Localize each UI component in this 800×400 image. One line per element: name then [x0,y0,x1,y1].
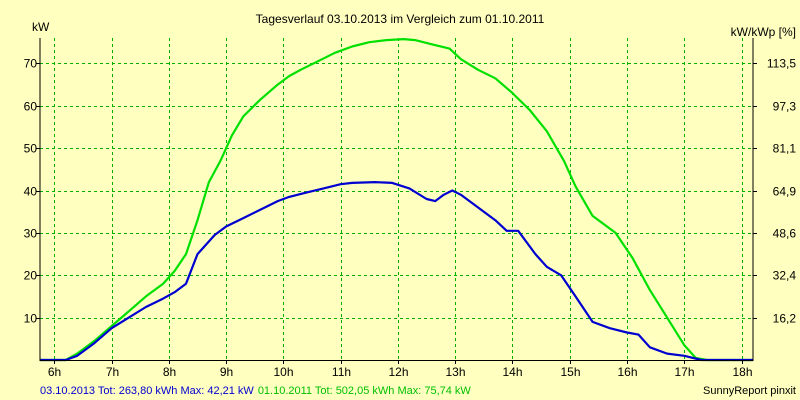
y-tick-label-right: 32,4 [773,269,797,283]
y-tick-label-left: 30 [24,227,38,241]
legend-2013: 03.10.2013 Tot: 263,80 kWh Max: 42,21 kW… [40,385,471,397]
y-tick-label-right: 113,5 [767,57,796,71]
y-tick-label-left: 10 [24,312,38,326]
chart-title: Tagesverlauf 03.10.2013 im Vergleich zum… [256,12,545,26]
x-tick-label: 10h [273,365,293,379]
y-tick-label-right: 81,1 [773,142,797,156]
y-axis-label-right: kW/kWp [%] [731,25,796,39]
tick-labels: 6h 7h 8h 9h 10h 11h 12h 13h 14h 15h 16h 17h 18h 10 16,… [24,57,797,380]
legend-2013-text: 03.10.2013 Tot: 263,80 kWh Max: 42,21 kW [40,385,254,397]
x-tick-label: 16h [617,365,637,379]
x-tick-label: 14h [502,365,522,379]
y-tick-label-right: 48,6 [773,227,797,241]
x-tick-label: 6h [48,365,61,379]
x-tick-label: 18h [732,365,752,379]
credit-text: SunnyReport pinxit [703,385,796,397]
x-tick-label: 12h [388,365,408,379]
y-tick-label-right: 64,9 [773,185,797,199]
y-tick-label-left: 70 [24,57,38,71]
y-axis-label-left: kW [32,20,50,34]
x-tick-label: 13h [445,365,465,379]
series-group [40,37,753,362]
x-tick-label: 8h [163,365,176,379]
x-tick-label: 17h [674,365,694,379]
legend-2011-text: 01.10.2011 Tot: 502,05 kWh Max: 75,74 kW [258,385,472,397]
y-tick-label-left: 20 [24,269,38,283]
x-tick-label: 9h [220,365,233,379]
series-line-01-10-2011 [40,37,753,362]
x-tick-label: 7h [106,365,119,379]
y-tick-label-right: 16,2 [773,312,797,326]
y-tick-label-left: 60 [24,100,38,114]
series-line-03-10-2013 [40,181,753,362]
grid-lines [40,38,753,360]
x-tick-label: 11h [332,365,351,379]
y-tick-label-left: 40 [24,185,38,199]
y-tick-label-right: 97,3 [773,100,797,114]
y-tick-label-left: 50 [24,142,38,156]
x-tick-label: 15h [560,365,580,379]
